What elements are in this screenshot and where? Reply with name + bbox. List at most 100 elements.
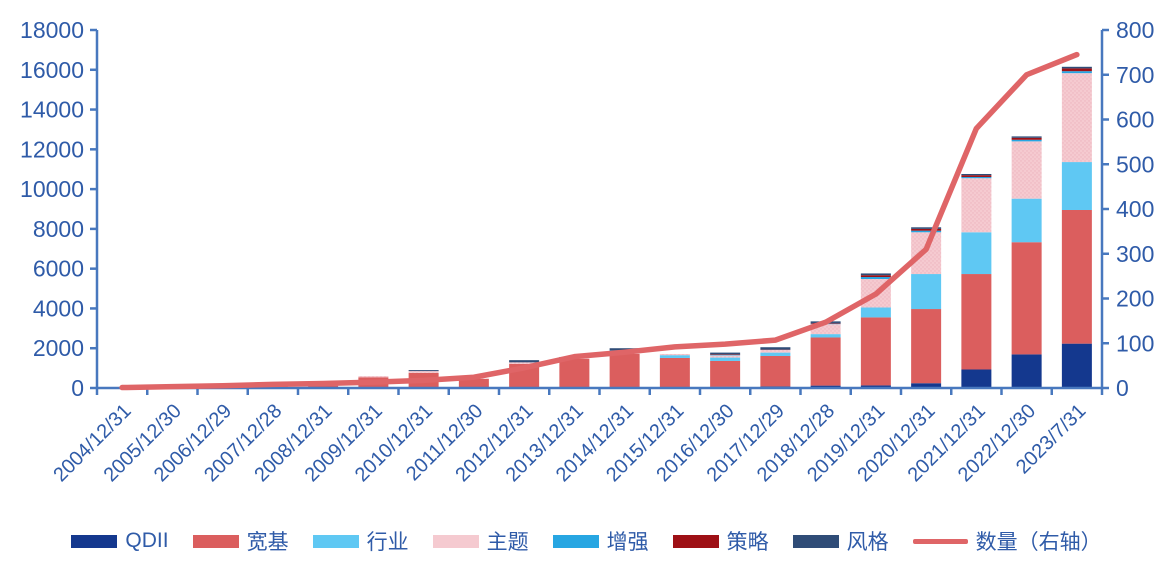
count-line-series (119, 51, 1080, 391)
bar-segment-宽基 (710, 360, 741, 387)
right-axis-tick-label: 100 (1116, 330, 1154, 356)
bar-segment-风格 (760, 347, 791, 350)
legend-label: 行业 (366, 531, 409, 554)
bar-segment-主题 (1061, 73, 1092, 163)
bar-segment-策略 (710, 354, 741, 355)
legend-line-swatch (912, 538, 968, 544)
legend-swatch-增强 (552, 534, 599, 548)
bar-segment-风格 (1011, 136, 1042, 138)
bar-segment-风格 (860, 273, 891, 276)
bar-segment-风格 (961, 173, 992, 176)
bar-segment-宽基 (559, 358, 590, 388)
bar-segment-宽基 (810, 337, 841, 386)
bar-segment-宽基 (860, 317, 891, 386)
bar-segment-主题 (961, 178, 992, 233)
bar-segment-风格 (609, 348, 640, 351)
left-axis-tick-label: 18000 (20, 17, 84, 43)
legend-swatch-行业 (312, 534, 359, 548)
left-axis-tick-label: 14000 (20, 97, 84, 123)
bar-segment-宽基 (1011, 242, 1042, 355)
legend-label: 风格 (846, 531, 889, 554)
legend-swatch-风格 (792, 534, 839, 548)
right-axis-tick-label: 800 (1116, 17, 1154, 43)
right-axis-tick-label: 600 (1116, 107, 1154, 133)
legend-item-QDII: QDII (71, 529, 169, 553)
left-axis-tick-label: 6000 (33, 256, 84, 282)
bar-segment-QDII (1011, 354, 1042, 388)
left-axis-tick-label: 2000 (33, 335, 84, 361)
left-axis-tick-label: 0 (71, 375, 84, 401)
bar-segment-策略 (760, 349, 791, 350)
right-axis-tick-label: 300 (1116, 241, 1154, 267)
legend-swatch-QDII (71, 534, 118, 548)
legend-swatch-宽基 (192, 534, 239, 548)
bar-segment-行业 (760, 352, 791, 356)
bar-segment-风格 (911, 227, 942, 229)
bar-segment-宽基 (911, 309, 942, 384)
bar-segment-宽基 (308, 385, 339, 388)
bar-segment-主题 (810, 324, 841, 335)
bar-segment-QDII (860, 385, 891, 388)
legend-item-主题: 主题 (432, 526, 529, 556)
bar-segment-主题 (911, 232, 942, 275)
bar-segment-增强 (860, 277, 891, 280)
right-axis-tick-label: 0 (1116, 375, 1129, 401)
legend-item-增强: 增强 (552, 526, 649, 556)
bar-segment-主题 (659, 353, 690, 356)
left-axis-tick-label: 8000 (33, 216, 84, 242)
bar-segment-增强 (1011, 139, 1042, 142)
legend-swatch-主题 (432, 534, 479, 548)
bar-segment-主题 (760, 350, 791, 353)
right-axis-tick-label: 200 (1116, 286, 1154, 312)
bar-segment-增强 (961, 176, 992, 179)
bar-segment-策略 (860, 275, 891, 278)
bar-segment-增强 (911, 230, 942, 233)
bar-segment-主题 (710, 355, 741, 358)
bar-segment-风格 (408, 370, 439, 372)
legend-label: QDII (125, 529, 169, 552)
bar-segment-QDII (911, 383, 942, 388)
legend-item-风格: 风格 (792, 526, 889, 556)
legend-item-行业: 行业 (312, 526, 409, 556)
bar-segment-行业 (810, 334, 841, 338)
bar-segment-主题 (509, 362, 540, 364)
legend-label: 增强 (606, 531, 649, 554)
bar-segment-行业 (1011, 198, 1042, 243)
right-axis-tick-label: 400 (1116, 196, 1154, 222)
legend-item-宽基: 宽基 (192, 526, 289, 556)
bar-segment-风格 (1061, 66, 1092, 69)
legend-label: 策略 (726, 531, 769, 554)
legend-item-count-line: 数量（右轴） (912, 526, 1102, 556)
bar-segment-宽基 (961, 274, 992, 370)
bar-segment-行业 (961, 232, 992, 275)
left-axis-tick-label: 16000 (20, 57, 84, 83)
bar-segment-增强 (710, 354, 741, 356)
bar-segment-风格 (710, 352, 741, 355)
chart-canvas: 0200040006000800010000120001400016000180… (20, 17, 1154, 486)
right-axis-tick-label: 700 (1116, 62, 1154, 88)
bar-segment-主题 (408, 371, 439, 373)
bar-segment-主题 (1011, 141, 1042, 199)
bar-segment-宽基 (760, 355, 791, 387)
bar-segment-行业 (710, 357, 741, 361)
bar-segment-行业 (860, 307, 891, 318)
bar-segment-策略 (961, 175, 992, 177)
bar-segment-宽基 (609, 353, 640, 388)
bar-segment-行业 (659, 355, 690, 358)
left-axis-tick-label: 4000 (33, 295, 84, 321)
legend-label: 宽基 (246, 531, 289, 554)
legend-item-策略: 策略 (672, 526, 769, 556)
bar-segment-策略 (1061, 68, 1092, 72)
bar-segment-宽基 (1061, 209, 1092, 344)
bar-segment-宽基 (659, 357, 690, 388)
bar-segment-宽基 (458, 378, 489, 388)
legend-label: 数量（右轴） (975, 531, 1102, 554)
bar-segment-增强 (760, 349, 791, 351)
bar-segment-风格 (509, 360, 540, 363)
left-axis-tick-label: 10000 (20, 176, 84, 202)
bar-segment-主题 (358, 376, 389, 378)
legend-label: 主题 (486, 531, 529, 554)
right-axis-tick-label: 500 (1116, 151, 1154, 177)
bar-segment-增强 (1061, 71, 1092, 74)
legend-swatch-策略 (672, 534, 719, 548)
